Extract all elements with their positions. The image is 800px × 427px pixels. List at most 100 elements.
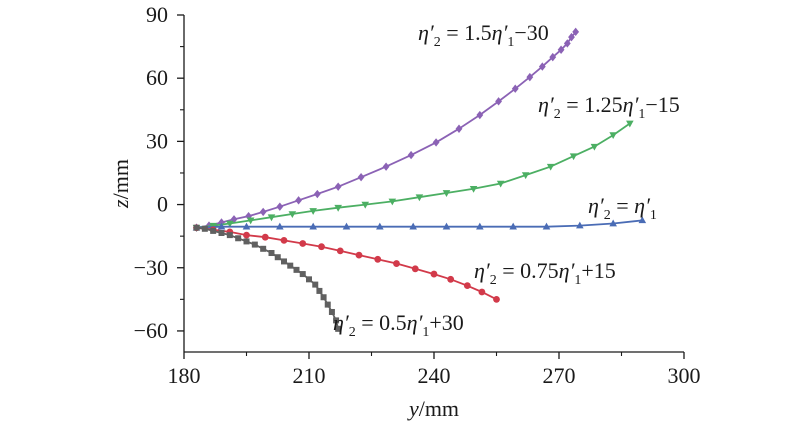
series-layer — [192, 27, 647, 332]
data-point-square — [333, 317, 340, 324]
data-point-triangle-up — [309, 222, 317, 230]
data-point-square — [210, 227, 217, 234]
data-point-square — [251, 241, 258, 248]
data-point-diamond — [259, 207, 267, 217]
series-equation-label: η′2 = 1.5η′1−30 — [418, 20, 549, 50]
series-square — [193, 224, 342, 332]
data-point-diamond — [432, 138, 440, 147]
data-point-square — [287, 262, 294, 269]
data-point-triangle-down — [569, 153, 578, 161]
data-point-circle — [355, 251, 363, 259]
data-point-circle — [243, 231, 250, 239]
data-point-square — [320, 294, 327, 301]
data-point-triangle-down — [309, 208, 317, 215]
data-point-triangle-down — [521, 172, 530, 180]
data-point-diamond — [476, 110, 484, 120]
data-point-circle — [463, 282, 471, 290]
data-point-triangle-up — [638, 216, 647, 224]
data-point-square — [218, 229, 225, 236]
data-point-diamond — [549, 52, 557, 62]
data-point-square — [260, 245, 267, 252]
data-point-triangle-up — [217, 222, 226, 230]
data-point-square — [335, 325, 342, 332]
y-tick-label: 30 — [146, 128, 168, 153]
data-point-circle — [318, 243, 325, 251]
data-point-square — [299, 271, 306, 278]
data-point-circle — [478, 288, 486, 296]
data-point-square — [293, 266, 300, 273]
data-point-triangle-up — [342, 222, 351, 230]
data-point-diamond — [511, 84, 519, 93]
data-point-triangle-down — [267, 214, 276, 222]
data-point-circle — [393, 260, 400, 267]
data-point-square — [235, 235, 242, 242]
data-point-triangle-down — [415, 194, 424, 202]
data-point-triangle-up — [409, 222, 417, 230]
data-point-diamond — [357, 172, 365, 182]
data-point-triangle-up — [476, 222, 484, 230]
data-point-triangle-down — [334, 204, 342, 212]
series-line — [196, 122, 631, 229]
data-point-circle — [430, 270, 438, 278]
data-point-diamond — [313, 189, 321, 199]
data-point-square — [316, 287, 323, 294]
annotation-layer: η′2 = 1.5η′1−30 η′2 = 1.25η′1−15 η′2 = η′1… — [333, 20, 680, 340]
data-point-circle — [299, 240, 307, 247]
data-point-triangle-up — [542, 222, 551, 230]
series-triangle-up — [192, 216, 647, 231]
data-point-triangle-up — [609, 219, 617, 227]
data-point-circle — [411, 265, 419, 273]
data-point-diamond — [295, 196, 302, 205]
data-point-diamond — [407, 150, 415, 160]
y-tick-label: 0 — [157, 192, 168, 217]
data-point-triangle-up — [509, 222, 517, 230]
data-point-triangle-down — [609, 132, 617, 140]
data-point-diamond — [495, 97, 502, 106]
data-point-square — [274, 254, 281, 261]
data-point-circle — [447, 275, 455, 283]
series-diamond — [193, 27, 580, 232]
y-tick-label: −30 — [134, 255, 168, 280]
data-point-triangle-down — [288, 211, 297, 219]
data-point-diamond — [538, 62, 546, 71]
data-point-square — [226, 232, 233, 239]
data-point-square — [268, 250, 275, 257]
data-point-triangle-up — [276, 222, 284, 230]
data-point-square — [306, 276, 312, 283]
data-point-triangle-up — [376, 222, 384, 230]
data-point-circle — [493, 295, 500, 303]
data-point-diamond — [455, 124, 463, 133]
data-point-triangle-down — [590, 143, 599, 151]
series-line — [196, 226, 340, 330]
data-point-circle — [261, 233, 269, 241]
data-point-circle — [280, 236, 288, 244]
data-point-triangle-up — [576, 221, 584, 229]
series-line — [196, 226, 497, 301]
x-tick-label: 180 — [168, 363, 201, 388]
data-point-diamond — [382, 162, 390, 171]
data-point-diamond — [526, 72, 534, 82]
data-point-triangle-up — [442, 222, 451, 230]
x-tick-label: 240 — [418, 363, 451, 388]
data-point-square — [281, 258, 287, 265]
series-equation-label: η′2 = 0.75η′1+15 — [474, 258, 616, 288]
x-tick-label: 300 — [668, 363, 701, 388]
data-point-triangle-down — [388, 198, 397, 206]
data-point-diamond — [563, 39, 571, 48]
series-line — [196, 219, 643, 229]
x-tick-label: 210 — [293, 363, 326, 388]
data-point-diamond — [568, 32, 575, 42]
y-axis-label: z/mm — [108, 159, 133, 209]
data-point-triangle-down — [246, 217, 255, 225]
data-point-triangle-down — [626, 120, 634, 128]
data-point-circle — [374, 255, 382, 263]
data-point-diamond — [276, 202, 284, 211]
data-point-diamond — [557, 45, 565, 54]
data-point-triangle-down — [226, 220, 234, 228]
data-point-square — [193, 224, 200, 231]
series-equation-label: η′2 = 0.5η′1+30 — [333, 310, 464, 340]
data-point-triangle-down — [361, 201, 370, 209]
data-point-square — [312, 281, 319, 288]
series-line — [196, 31, 577, 229]
